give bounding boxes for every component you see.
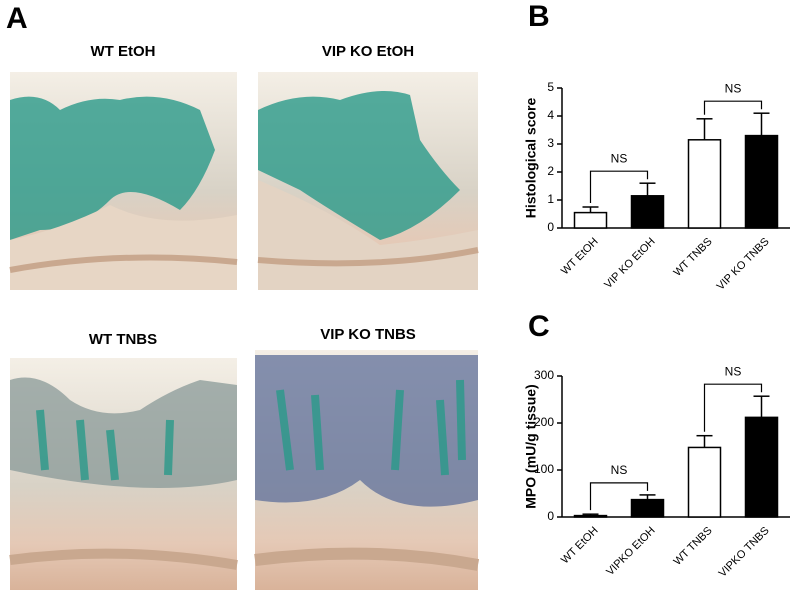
- significance-bracket: [589, 482, 649, 511]
- bar: [573, 211, 608, 229]
- x-tick-label: VIPKO EtOH: [604, 525, 657, 578]
- panel-label: C: [528, 310, 550, 343]
- x-tick-label: WT EtOH: [559, 525, 601, 567]
- x-tick-label: WT EtOH: [559, 236, 601, 278]
- image-title: VIP KO EtOH: [322, 43, 414, 60]
- significance-bracket: [703, 100, 763, 115]
- y-tick-label: 200: [534, 415, 554, 429]
- panel-label: A: [6, 2, 28, 35]
- histology-image: [254, 350, 480, 590]
- annotation: NS: [611, 463, 628, 477]
- y-axis-label: Histological score: [523, 97, 539, 218]
- image-title: WT EtOH: [91, 43, 156, 60]
- x-tick-label: VIPKO TNBS: [717, 525, 772, 580]
- y-axis-label: MPO (mU/g tissue): [523, 384, 539, 508]
- histology-image: [9, 358, 238, 590]
- image-title: VIP KO TNBS: [320, 326, 416, 343]
- x-tick-label: WT TNBS: [671, 525, 714, 568]
- histology-image: [257, 72, 479, 290]
- annotation: NS: [725, 364, 742, 378]
- x-tick-label: VIP KO TNBS: [715, 236, 772, 293]
- y-tick-label: 300: [534, 368, 554, 382]
- bar: [573, 514, 608, 518]
- y-tick-label: 4: [547, 108, 554, 122]
- y-tick-label: 0: [547, 509, 554, 523]
- histology-image: [9, 72, 238, 290]
- bar: [744, 134, 779, 229]
- bar: [630, 195, 665, 229]
- x-tick-label: VIP KO EtOH: [602, 236, 657, 291]
- y-tick-label: 5: [547, 80, 554, 94]
- y-tick-label: 100: [534, 462, 554, 476]
- image-title: WT TNBS: [89, 331, 157, 348]
- bar: [687, 446, 722, 518]
- bar: [687, 139, 722, 229]
- y-tick-label: 0: [547, 220, 554, 234]
- significance-bracket: [589, 170, 649, 203]
- significance-bracket: [703, 383, 763, 432]
- y-tick-label: 2: [547, 164, 554, 178]
- x-tick-label: WT TNBS: [671, 236, 714, 279]
- y-tick-label: 3: [547, 136, 554, 150]
- annotation: NS: [611, 151, 628, 165]
- bar: [630, 498, 665, 518]
- y-tick-label: 1: [547, 192, 554, 206]
- annotation: NS: [725, 81, 742, 95]
- panel-label: B: [528, 0, 550, 33]
- bar: [744, 416, 779, 518]
